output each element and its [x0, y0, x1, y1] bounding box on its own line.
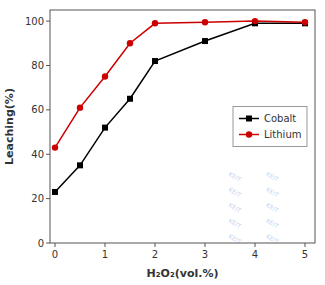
y-tick [46, 21, 50, 22]
point [202, 19, 208, 25]
watermark: KEIT [228, 186, 243, 199]
point [252, 18, 258, 24]
x-tick-label: 0 [52, 249, 58, 260]
point [127, 96, 133, 102]
y-tick-label: 80 [31, 60, 44, 71]
legend-label: Cobalt [264, 113, 296, 124]
y-tick [46, 198, 50, 199]
x-tick-label: 3 [202, 249, 208, 260]
x-tick [105, 243, 106, 247]
y-tick-label: 60 [31, 104, 44, 115]
series [52, 18, 308, 151]
line [55, 21, 305, 147]
legend-marker [246, 131, 252, 137]
watermark: KEIT [265, 217, 280, 230]
x-tick-label: 1 [102, 249, 108, 260]
y-tick [46, 243, 50, 244]
x-axis-label: H₂O₂(vol.%) [147, 267, 219, 280]
point [202, 38, 208, 44]
axes: 0 1 2 3 4 5 0 20 40 60 80 100 [25, 10, 315, 260]
legend-marker [246, 116, 252, 122]
plot-frame [50, 10, 315, 243]
y-tick-label: 20 [31, 193, 44, 204]
data [52, 18, 308, 195]
x-tick-label: 2 [152, 249, 158, 260]
point [77, 104, 83, 110]
watermark: KEIT [228, 217, 243, 230]
point [127, 40, 133, 46]
x-tick [55, 243, 56, 247]
y-tick [46, 154, 50, 155]
chart: KEITKEITKEITKEITKEITKEITKEITKEITKEITKEIT… [0, 0, 325, 285]
watermark: KEIT [265, 201, 280, 214]
y-tick-label: 0 [38, 238, 44, 249]
watermark: KEIT [265, 186, 280, 199]
legend-label: Lithium [264, 129, 301, 140]
x-tick [205, 243, 206, 247]
x-tick [255, 243, 256, 247]
point [52, 189, 58, 195]
series [52, 20, 308, 195]
x-tick-label: 5 [302, 249, 308, 260]
point [102, 125, 108, 131]
x-tick [155, 243, 156, 247]
legend-box [233, 107, 307, 147]
point [152, 20, 158, 26]
watermark: KEIT [228, 170, 243, 183]
point [102, 73, 108, 79]
y-tick [46, 109, 50, 110]
x-tick-label: 4 [252, 249, 258, 260]
y-axis-label: Leaching(%) [3, 88, 16, 165]
point [52, 144, 58, 150]
y-tick-label: 40 [31, 149, 44, 160]
point [302, 19, 308, 25]
watermark: KEIT [228, 201, 243, 214]
x-tick [305, 243, 306, 247]
watermark: KEIT [265, 170, 280, 183]
point [152, 58, 158, 64]
annotations: KEITKEITKEITKEITKEITKEITKEITKEITKEITKEIT [228, 170, 281, 245]
y-tick-label: 100 [25, 16, 44, 27]
point [77, 162, 83, 168]
y-tick [46, 65, 50, 66]
legend: Cobalt Lithium [233, 107, 307, 147]
